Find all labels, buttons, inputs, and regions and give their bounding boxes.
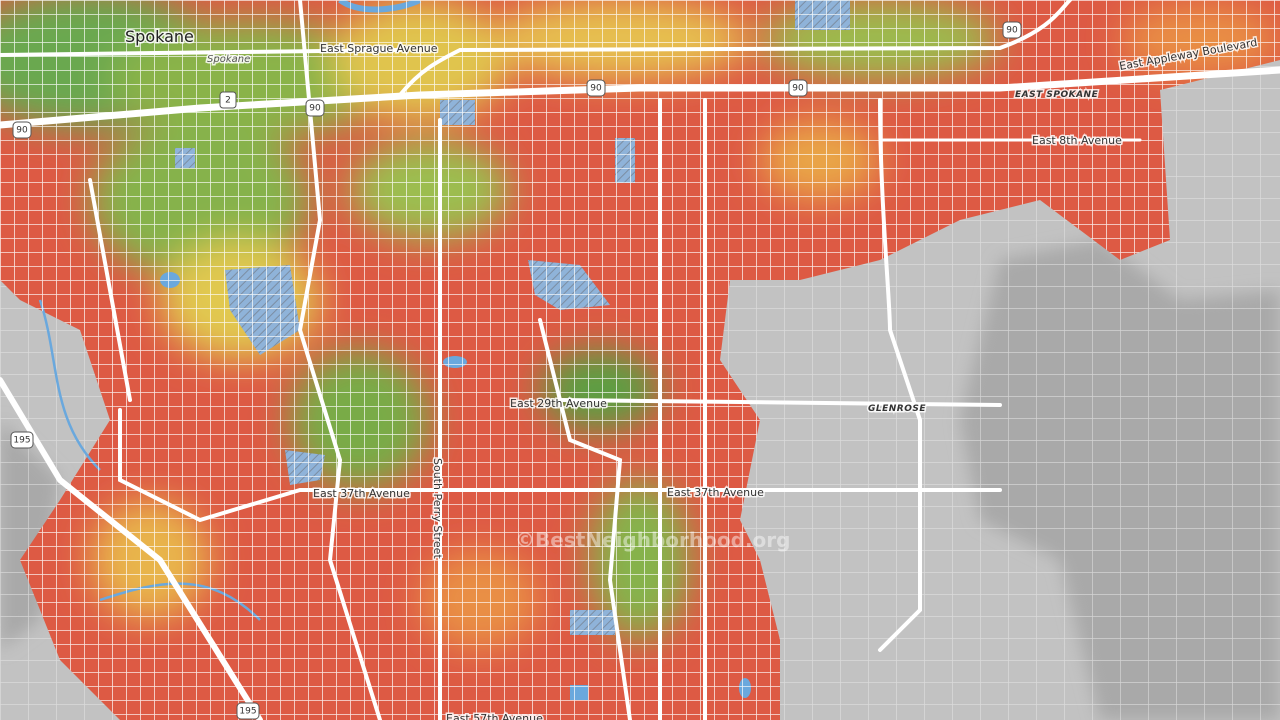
- place-label: Spokane: [207, 54, 250, 65]
- route-shield: 90: [792, 84, 804, 94]
- neighborhood-label: GLENROSE: [868, 404, 926, 414]
- route-shield: 2: [225, 96, 231, 106]
- city-label: Spokane: [125, 27, 194, 46]
- street-label: East 37th Avenue: [667, 486, 764, 499]
- route-shields: 90 90 90 90 90 2 195 195: [10, 21, 1022, 720]
- route-shield: 90: [16, 126, 28, 136]
- street-label: East 37th Avenue: [313, 487, 410, 500]
- watermark: ©BestNeighborhood.org: [515, 528, 790, 552]
- route-shield: 90: [1006, 26, 1018, 36]
- route-shield: 90: [590, 84, 602, 94]
- neighborhood-label: EAST SPOKANE: [1015, 90, 1099, 100]
- street-label: East 29th Avenue: [510, 397, 607, 410]
- street-label: South Perry Street: [431, 458, 444, 559]
- street-label: East 8th Avenue: [1032, 134, 1122, 147]
- street-label: East Sprague Avenue: [320, 42, 438, 55]
- route-shield: 90: [309, 104, 321, 114]
- route-shield: 195: [239, 707, 256, 717]
- street-label: East 57th Avenue: [446, 712, 543, 720]
- route-shield: 195: [13, 436, 30, 446]
